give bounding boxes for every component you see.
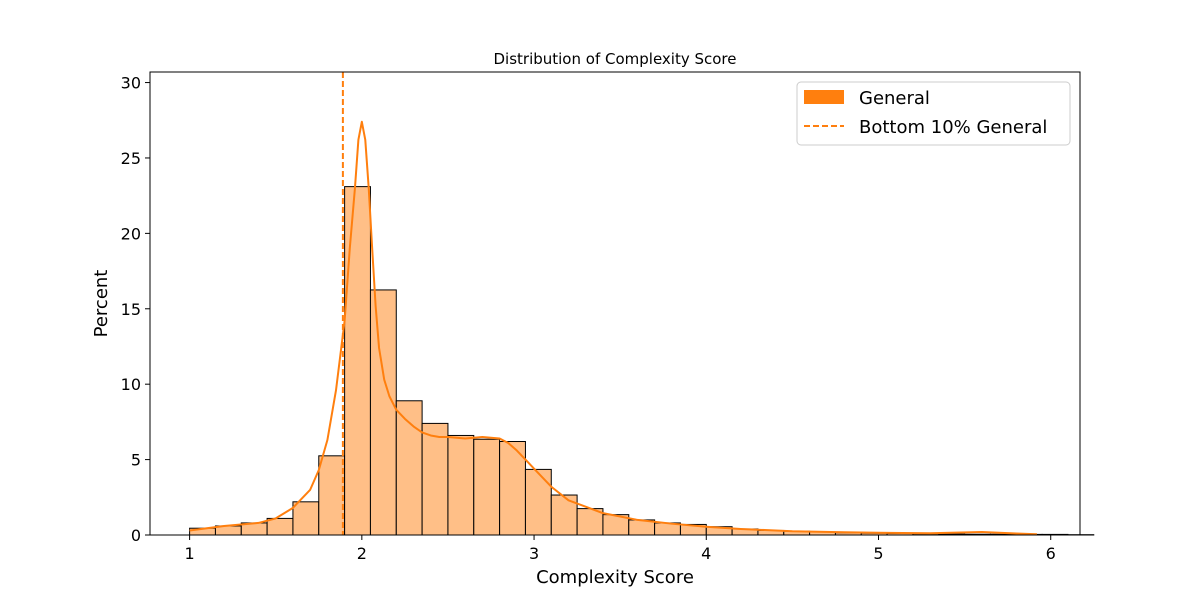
histogram-bar <box>344 186 371 536</box>
x-tick-label: 5 <box>873 544 883 563</box>
x-tick-label: 3 <box>529 544 539 563</box>
histogram-bar <box>421 422 449 536</box>
histogram-bar <box>447 434 475 536</box>
chart-title: Distribution of Complexity Score <box>493 50 736 68</box>
y-tick-label: 10 <box>121 375 141 394</box>
y-axis-ticks: 0 5 10 15 20 25 30 <box>121 74 150 545</box>
y-tick-label: 25 <box>121 149 141 168</box>
x-tick-label: 6 <box>1046 544 1056 563</box>
histogram-bar <box>499 441 526 536</box>
histogram-bar <box>266 517 294 536</box>
y-tick-label: 0 <box>131 526 141 545</box>
x-tick-label: 4 <box>701 544 711 563</box>
kde-curve <box>189 120 1037 536</box>
legend-reference-label: Bottom 10% General <box>859 117 1047 138</box>
histogram-bar <box>292 501 320 536</box>
x-tick-label: 1 <box>185 544 195 563</box>
x-tick-label: 2 <box>357 544 367 563</box>
y-tick-label: 30 <box>121 74 141 93</box>
plot-frame <box>149 71 1081 536</box>
histogram-bar <box>576 508 604 536</box>
x-axis-ticks: 1 2 3 4 5 6 <box>185 535 1056 563</box>
histogram-bar <box>524 468 552 536</box>
legend-general-label: General <box>859 88 930 109</box>
legend-box <box>796 81 1071 146</box>
kde-layer <box>189 120 1037 536</box>
histogram-bar <box>369 289 397 536</box>
legend: General Bottom 10% General <box>796 81 1071 146</box>
y-tick-label: 15 <box>121 300 141 319</box>
y-tick-label: 20 <box>121 224 141 243</box>
legend-general-swatch <box>804 90 844 104</box>
x-axis-label: Complexity Score <box>536 567 694 588</box>
y-axis-label: Percent <box>91 270 112 338</box>
histogram-bar <box>395 400 423 536</box>
y-tick-label: 5 <box>131 451 141 470</box>
histogram-bar <box>318 455 346 536</box>
histogram-bar <box>473 438 501 536</box>
histogram-bars <box>189 186 1095 536</box>
